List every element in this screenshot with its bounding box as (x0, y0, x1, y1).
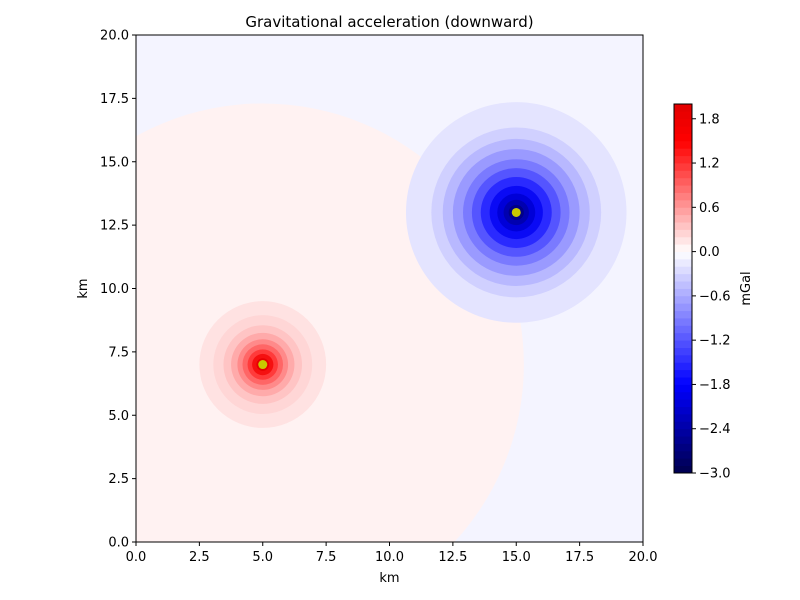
colorbar-band (674, 413, 692, 422)
x-tick-label: 20.0 (629, 550, 658, 565)
colorbar-band (674, 406, 692, 415)
colorbar-band (674, 170, 692, 179)
colorbar-tick-label: 1.8 (699, 112, 720, 127)
x-tick-label: 5.0 (252, 550, 273, 565)
y-axis-ticks: 0.0 2.5 5.0 7.5 10.0 12.5 15.0 17.5 20.0 (100, 29, 136, 551)
colorbar-band (674, 332, 692, 341)
colorbar-band (674, 362, 692, 371)
colorbar-band (674, 177, 692, 186)
colorbar-band (674, 288, 692, 297)
y-tick-label: 15.0 (100, 155, 129, 170)
x-tick-label: 2.5 (189, 550, 210, 565)
colorbar-band (674, 318, 692, 326)
colorbar-band (674, 450, 692, 459)
colorbar-label: mGal (739, 271, 754, 305)
y-axis-label: km (76, 278, 91, 298)
colorbar-band (674, 266, 692, 275)
x-tick-label: 17.5 (565, 550, 594, 565)
y-tick-label: 20.0 (100, 29, 129, 44)
colorbar-tick-label: 1.2 (699, 157, 720, 172)
colorbar-band (674, 185, 692, 193)
colorbar-band (674, 310, 692, 319)
colorbar-band (674, 118, 692, 127)
colorbar-tick-label: −1.2 (699, 334, 731, 349)
colorbar-band (674, 244, 692, 252)
source-marker-positive (258, 360, 268, 370)
colorbar-band (674, 251, 692, 260)
colorbar-band (674, 303, 692, 312)
colorbar-tick-label: 0.6 (699, 201, 720, 216)
y-tick-label: 12.5 (100, 219, 129, 234)
chart-title: Gravitational acceleration (downward) (245, 13, 533, 31)
colorbar-band (674, 295, 692, 304)
colorbar-band (674, 111, 692, 120)
colorbar-tick-label: 0.0 (699, 245, 720, 260)
colorbar-band (674, 236, 692, 245)
y-tick-label: 7.5 (108, 345, 129, 360)
colorbar-band (674, 377, 692, 385)
x-tick-label: 15.0 (502, 550, 531, 565)
colorbar-band (674, 465, 692, 474)
colorbar-band (674, 436, 692, 444)
colorbar-band (674, 214, 692, 223)
colorbar-tick-label: −2.4 (699, 422, 731, 437)
colorbar-band (674, 458, 692, 467)
colorbar-frame (673, 103, 693, 474)
colorbar-band (674, 140, 692, 149)
colorbar-band (674, 369, 692, 378)
colorbar-tick-label: −3.0 (699, 467, 731, 482)
source-marker-negative (511, 207, 521, 217)
x-axis-label: km (379, 571, 399, 586)
colorbar-band (674, 148, 692, 157)
colorbar-band (674, 399, 692, 407)
colorbar-band (674, 325, 692, 334)
y-tick-label: 2.5 (108, 472, 129, 487)
contour-layer (136, 102, 627, 542)
colorbar-band (674, 222, 692, 230)
colorbar-band (674, 104, 692, 112)
colorbar-band (674, 347, 692, 356)
colorbar-band (674, 163, 692, 171)
colorbar-bands (674, 104, 692, 474)
colorbar-band (674, 384, 692, 393)
colorbar-band (674, 354, 692, 363)
x-tick-label: 12.5 (438, 550, 467, 565)
y-tick-label: 5.0 (108, 409, 129, 424)
x-axis-ticks: 0.0 2.5 5.0 7.5 10.0 12.5 15.0 17.5 20.0 (126, 542, 658, 565)
x-tick-label: 0.0 (126, 550, 147, 565)
colorbar-band (674, 258, 692, 267)
x-tick-label: 7.5 (316, 550, 337, 565)
colorbar-band (674, 155, 692, 164)
colorbar-band (674, 126, 692, 134)
colorbar: 1.8 1.2 0.6 0.0 −0.6 −1.2 −1.8 −2.4 −3.0 mGal (673, 103, 754, 482)
colorbar-band (674, 421, 692, 430)
y-tick-label: 0.0 (108, 536, 129, 551)
colorbar-band (674, 229, 692, 238)
colorbar-band (674, 192, 692, 201)
colorbar-band (674, 340, 692, 348)
colorbar-band (674, 273, 692, 282)
colorbar-band (674, 199, 692, 208)
x-tick-label: 10.0 (375, 550, 404, 565)
colorbar-band (674, 428, 692, 437)
colorbar-band (674, 207, 692, 216)
colorbar-band (674, 281, 692, 289)
colorbar-tick-label: −0.6 (699, 289, 731, 304)
colorbar-tick-label: −1.8 (699, 378, 731, 393)
colorbar-band (674, 133, 692, 142)
colorbar-band (674, 391, 692, 400)
y-tick-label: 10.0 (100, 282, 129, 297)
colorbar-band (674, 443, 692, 452)
y-tick-label: 17.5 (100, 92, 129, 107)
source-marker-layer (258, 207, 521, 370)
colorbar-ticks: 1.8 1.2 0.6 0.0 −0.6 −1.2 −1.8 −2.4 −3.0 (692, 112, 731, 482)
